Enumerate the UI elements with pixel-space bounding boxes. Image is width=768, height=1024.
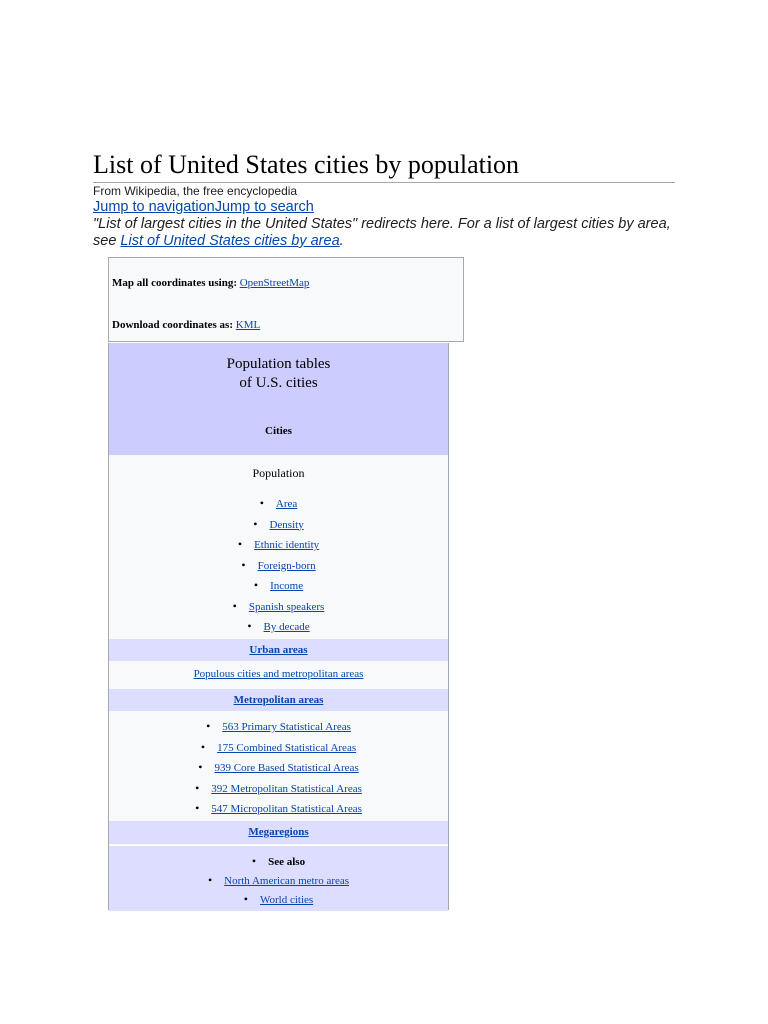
download-coordinates-row: Download coordinates as: KML — [112, 319, 260, 331]
kml-link[interactable]: KML — [235, 319, 261, 331]
hatnote-end: . — [339, 233, 344, 249]
hatnote-text: "List of largest cities in the United St… — [93, 216, 671, 249]
megaregions-link[interactable]: Megaregions — [248, 826, 309, 838]
metropolitan-section: 563 Primary Statistical Areas 175 Combin… — [109, 716, 448, 819]
urban-areas-header: Urban areas — [109, 639, 448, 661]
cities-header: Cities — [265, 425, 292, 437]
jump-to-navigation-link[interactable]: Jump to navigation — [93, 199, 215, 215]
hatnote: "List of largest cities in the United St… — [93, 216, 683, 250]
list-item: 175 Combined Statistical Areas — [109, 737, 448, 758]
list-item: By decade — [109, 616, 448, 637]
navbox-title-line1: Population tables — [226, 356, 331, 372]
hatnote-link[interactable]: List of United States cities by area — [120, 233, 340, 249]
area-link[interactable]: Area — [275, 498, 298, 510]
north-american-metro-areas-link[interactable]: North American metro areas — [224, 875, 350, 887]
urban-areas-link[interactable]: Urban areas — [249, 644, 308, 656]
primary-statistical-areas-link[interactable]: 563 Primary Statistical Areas — [222, 721, 351, 733]
urban-areas-section: Populous cities and metropolitan areas — [109, 661, 448, 688]
list-item: World cities — [109, 890, 448, 909]
list-item: Foreign-born — [109, 555, 448, 576]
world-cities-link[interactable]: World cities — [260, 894, 314, 906]
population-section: Population Area Density Ethnic identity … — [109, 466, 448, 637]
site-tagline: From Wikipedia, the free encyclopedia — [93, 184, 298, 198]
list-item: Density — [109, 514, 448, 535]
metropolitan-list: 563 Primary Statistical Areas 175 Combin… — [109, 716, 448, 819]
population-label: Population — [252, 466, 305, 480]
population-list: Area Density Ethnic identity Foreign-bor… — [109, 493, 448, 637]
list-item: 547 Micropolitan Statistical Areas — [109, 798, 448, 819]
see-also-label: See also — [268, 856, 306, 868]
combined-statistical-areas-link[interactable]: 175 Combined Statistical Areas — [217, 741, 357, 754]
metropolitan-areas-link[interactable]: Metropolitan areas — [233, 694, 324, 706]
openstreetmap-link[interactable]: OpenStreetMap — [239, 277, 310, 289]
spanish-speakers-link[interactable]: Spanish speakers — [248, 600, 325, 613]
map-label: Map all coordinates using: — [112, 277, 237, 289]
metropolitan-statistical-areas-link[interactable]: 392 Metropolitan Statistical Areas — [211, 782, 362, 795]
coordinates-box: Map all coordinates using: OpenStreetMap… — [108, 257, 464, 342]
list-item: Income — [109, 575, 448, 596]
list-item: See also — [109, 852, 448, 871]
list-item: 939 Core Based Statistical Areas — [109, 757, 448, 778]
ethnic-identity-link[interactable]: Ethnic identity — [254, 539, 320, 551]
jump-to-search-link[interactable]: Jump to search — [214, 199, 314, 215]
metropolitan-areas-header: Metropolitan areas — [109, 689, 448, 711]
foreign-born-link[interactable]: Foreign-born — [257, 559, 316, 572]
navbox-title-text: Population tables of U.S. cities — [109, 343, 448, 393]
population-navbox: Population tables of U.S. cities Cities … — [108, 343, 449, 911]
see-also-list: See also North American metro areas Worl… — [109, 852, 448, 909]
populous-cities-link[interactable]: Populous cities and metropolitan areas — [193, 668, 364, 680]
megaregions-header: Megaregions — [109, 821, 448, 844]
list-item: Spanish speakers — [109, 596, 448, 617]
map-coordinates-row: Map all coordinates using: OpenStreetMap — [112, 277, 309, 289]
core-based-statistical-areas-link[interactable]: 939 Core Based Statistical Areas — [214, 762, 359, 774]
list-item: 392 Metropolitan Statistical Areas — [109, 778, 448, 799]
list-item: 563 Primary Statistical Areas — [109, 716, 448, 737]
navbox-title: Population tables of U.S. cities Cities — [109, 343, 448, 455]
page-title: List of United States cities by populati… — [93, 150, 675, 183]
list-item: North American metro areas — [109, 871, 448, 890]
see-also-section: See also North American metro areas Worl… — [109, 845, 448, 911]
jump-links: Jump to navigationJump to search — [93, 199, 314, 215]
micropolitan-statistical-areas-link[interactable]: 547 Micropolitan Statistical Areas — [211, 803, 362, 815]
download-label: Download coordinates as: — [112, 319, 234, 331]
navbox-title-line2: of U.S. cities — [239, 375, 318, 391]
list-item: Ethnic identity — [109, 534, 448, 555]
income-link[interactable]: Income — [270, 580, 304, 592]
density-link[interactable]: Density — [269, 518, 304, 531]
by-decade-link[interactable]: By decade — [263, 621, 310, 633]
list-item: Area — [109, 493, 448, 514]
